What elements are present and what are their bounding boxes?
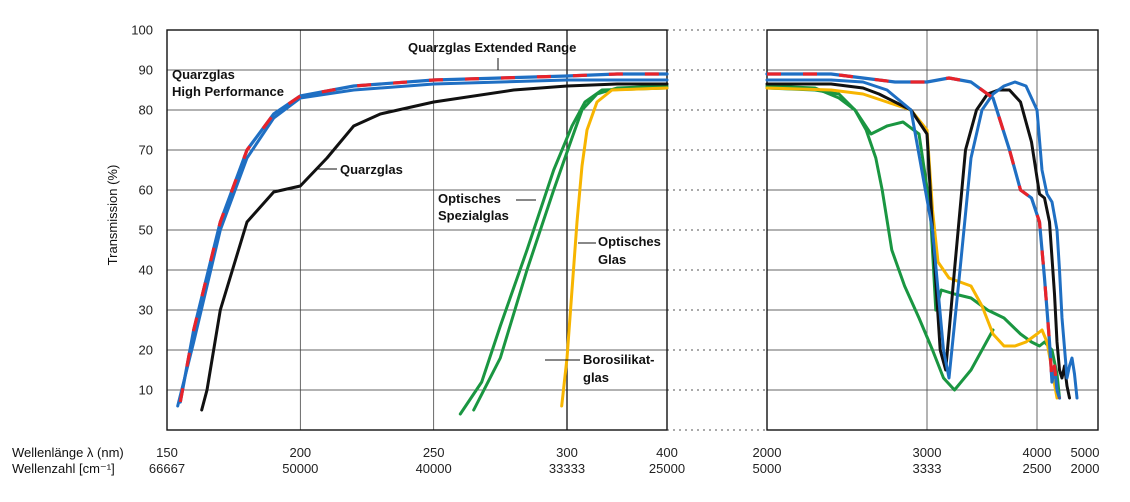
x-tick-label-nm: 150 [156,445,178,460]
x-tick-label-wavenumber: 50000 [282,461,318,476]
series-right-panel [765,72,1079,400]
panel-frames [166,29,1099,431]
series-line-optisches-glas-right [765,86,1059,400]
annotation-spezialglas: Optisches [438,191,501,206]
series-line-quarzglas-high-performance-left [176,78,669,408]
annotation-borosilikat: Borosilikat- [583,352,655,367]
series-line-quarzglas-extended-range-right [765,72,1062,400]
y-tick-labels: 10 20 30 40 50 60 70 80 90 100 [131,23,153,398]
y-tick-label: 100 [131,23,153,38]
x-tick-label-wavenumber: 33333 [549,461,585,476]
series-line-optisches-spezialglas-right [765,84,995,392]
x-tick-label-wavenumber: 40000 [416,461,452,476]
series-line-quarzglas-right [765,82,1071,400]
y-tick-label: 50 [139,223,153,238]
x-tick-label-nm: 5000 [1071,445,1100,460]
x-tick-label-wavenumber: 25000 [649,461,685,476]
x-tick-label-nm: 300 [556,445,578,460]
y-tick-label: 90 [139,63,153,78]
x-tick-label-nm: 400 [656,445,678,460]
y-tick-label: 70 [139,143,153,158]
right-panel-frame [766,29,1099,431]
x-tick-label-nm: 2000 [753,445,782,460]
y-tick-label: 40 [139,263,153,278]
series-line-borosilikatglas-left [458,86,669,416]
left-panel-frame [166,29,668,431]
x-tick-label-wavenumber: 3333 [913,461,942,476]
y-axis-label: Transmission (%) [105,165,120,266]
y-tick-label: 60 [139,183,153,198]
series-left-panel [176,72,669,416]
series-line-quarzglas-left [200,82,669,412]
series-line-quarzglas-extended-range-left-dash [178,72,667,403]
annotation-extended-range: Quarzglas Extended Range [408,40,576,55]
annotation-high-performance: High Performance [172,84,284,99]
x-tick-label-wavenumber: 2000 [1071,461,1100,476]
series-line-optisches-glas-left [560,86,669,408]
y-tick-label: 30 [139,303,153,318]
series-line-borosilikatglas-right [765,86,1061,400]
y-tick-label: 10 [139,383,153,398]
series-line-quarzglas-high-performance-right [765,78,1079,400]
annotations: Quarzglas Extended Range Quarzglas High Pe… [172,40,661,385]
y-tick-label: 20 [139,343,153,358]
x-tick-label-nm: 3000 [913,445,942,460]
x-tick-label-nm: 4000 [1023,445,1052,460]
annotation-borosilikat: glas [583,370,609,385]
annotation-optisches-glas: Glas [598,252,626,267]
x-tick-label-wavenumber: 66667 [149,461,185,476]
y-tick-label: 80 [139,103,153,118]
x-axis-label-wavelength: Wellenlänge λ (nm) [12,445,124,460]
annotation-high-performance: Quarzglas [172,67,235,82]
x-tick-label-nm: 250 [423,445,445,460]
annotation-optisches-glas: Optisches [598,234,661,249]
x-tick-label-wavenumber: 2500 [1023,461,1052,476]
annotation-spezialglas: Spezialglas [438,208,509,223]
annotation-quarzglas: Quarzglas [340,162,403,177]
x-tick-label-wavenumber: 5000 [753,461,782,476]
x-tick-label-nm: 200 [289,445,311,460]
x-axis-label-wavenumber: Wellenzahl [cm⁻¹] [12,461,115,476]
